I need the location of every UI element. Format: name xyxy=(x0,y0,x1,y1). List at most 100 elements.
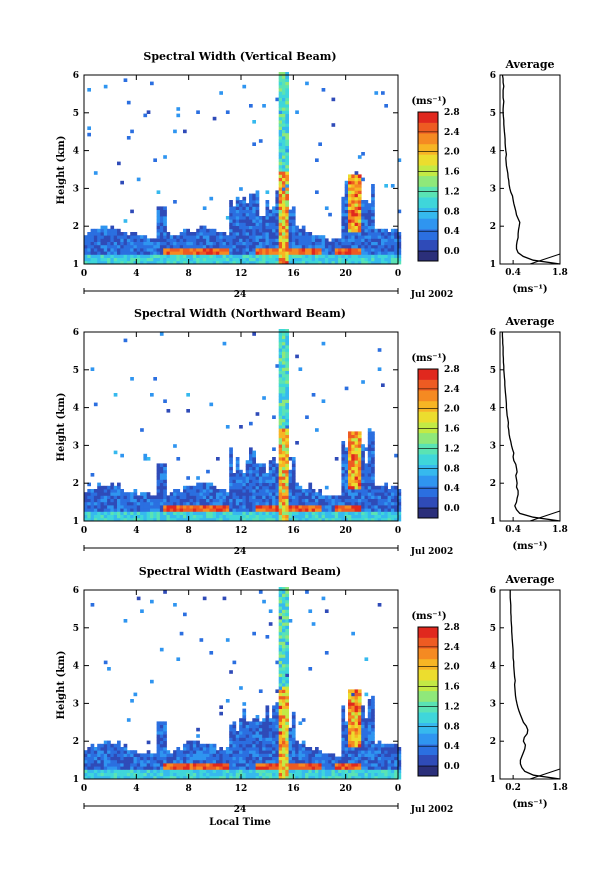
heatmap-cell xyxy=(278,718,283,722)
heatmap-cell xyxy=(272,482,276,487)
heatmap-cell xyxy=(156,489,161,493)
heatmap-cell xyxy=(291,495,296,499)
heatmap-cell xyxy=(367,479,372,483)
heatmap-cell xyxy=(275,660,280,665)
heatmap-cell xyxy=(295,228,299,233)
heatmap-cell xyxy=(249,727,253,732)
heatmap-cell xyxy=(209,501,214,506)
heatmap-cell xyxy=(252,482,256,487)
heatmap-cell xyxy=(179,238,184,242)
colorbar-segment xyxy=(418,122,438,134)
heatmap-cell xyxy=(282,731,286,735)
heatmap-cell xyxy=(305,775,309,780)
heatmap-cell xyxy=(354,734,359,738)
heatmap-cell xyxy=(196,753,200,757)
heatmap-cell xyxy=(258,139,263,143)
heatmap-cell xyxy=(348,511,352,515)
heatmap-cell xyxy=(348,759,352,764)
heatmap-cell xyxy=(341,482,346,487)
heatmap-cell xyxy=(183,756,187,761)
heatmap-cell xyxy=(166,254,171,258)
heatmap-cell xyxy=(374,489,379,493)
heatmap-cell xyxy=(103,759,108,764)
heatmap-cell xyxy=(371,743,375,748)
heatmap-cell xyxy=(113,254,118,258)
heatmap-cell xyxy=(242,505,247,509)
heatmap-cell xyxy=(272,254,276,258)
heatmap-cell xyxy=(275,708,280,713)
heatmap-cell xyxy=(130,248,134,252)
heatmap-cell xyxy=(130,501,134,506)
heatmap-cell xyxy=(361,260,365,265)
heatmap-cell xyxy=(288,251,293,255)
heatmap-cell xyxy=(173,260,177,265)
heatmap-cell xyxy=(146,766,151,770)
heatmap-cell xyxy=(216,508,220,512)
heatmap-cell xyxy=(268,257,273,262)
heatmap-cell xyxy=(357,766,362,770)
heatmap-cell xyxy=(291,248,296,252)
heatmap-cell xyxy=(189,501,194,506)
heatmap-cell xyxy=(351,514,355,519)
heatmap-cell xyxy=(133,511,138,515)
heatmap-cell xyxy=(341,251,346,255)
heatmap-cell xyxy=(229,737,233,741)
heatmap-cell xyxy=(262,469,266,474)
heatmap-cell xyxy=(344,212,349,217)
heatmap-cell xyxy=(87,747,91,751)
heatmap-cell xyxy=(100,248,105,252)
heatmap-cell xyxy=(351,437,355,442)
heatmap-cell xyxy=(156,209,161,214)
heatmap-cell xyxy=(262,489,266,493)
heatmap-cell xyxy=(245,254,250,258)
heatmap-cell xyxy=(239,724,243,729)
heatmap-cell xyxy=(275,209,280,214)
heatmap-cell xyxy=(285,219,289,223)
heatmap-cell xyxy=(209,495,214,499)
heatmap-cell xyxy=(381,775,385,780)
colorbar-tick-label: 2.8 xyxy=(444,108,460,118)
heatmap-cell xyxy=(348,737,352,741)
heatmap-cell xyxy=(209,244,214,249)
heatmap-cell xyxy=(110,511,115,515)
heatmap-cell xyxy=(344,260,349,265)
heatmap-cell xyxy=(183,517,187,522)
heatmap-cell xyxy=(87,492,91,496)
heatmap-cell xyxy=(384,482,388,487)
heatmap-cell xyxy=(351,689,355,693)
heatmap-cell xyxy=(235,772,240,777)
heatmap-cell xyxy=(100,501,105,506)
heatmap-cell xyxy=(107,517,111,522)
heatmap-cell xyxy=(291,225,296,230)
heatmap-cell xyxy=(258,740,263,745)
heatmap-cell xyxy=(357,248,362,252)
heatmap-cell xyxy=(255,492,260,496)
heatmap-cell xyxy=(328,769,332,773)
heatmap-cell xyxy=(288,489,293,493)
heatmap-cell xyxy=(291,721,296,725)
heatmap-cell xyxy=(282,743,286,748)
heatmap-cell xyxy=(249,463,253,467)
heatmap-cell xyxy=(196,228,200,233)
heatmap-cell xyxy=(311,248,316,252)
heatmap-cell xyxy=(163,505,167,509)
heatmap-cell xyxy=(258,466,263,471)
heatmap-cell xyxy=(285,84,289,89)
heatmap-cell xyxy=(357,222,362,226)
heatmap-cell xyxy=(232,766,237,770)
heatmap-cell xyxy=(285,190,289,194)
heatmap-cell xyxy=(371,514,375,519)
heatmap-cell xyxy=(278,609,283,613)
heatmap-cell xyxy=(130,129,134,134)
heatmap-cell xyxy=(265,740,270,745)
heatmap-cell xyxy=(390,241,395,246)
heatmap-cell xyxy=(107,489,111,493)
heatmap-cell xyxy=(192,750,197,754)
heatmap-cell xyxy=(397,517,402,522)
heatmap-cell xyxy=(334,257,339,262)
heatmap-cell xyxy=(212,257,217,262)
heatmap-cell xyxy=(285,367,289,371)
heatmap-cell xyxy=(278,244,283,249)
heatmap-cell xyxy=(341,453,346,458)
heatmap-cell xyxy=(123,235,128,239)
